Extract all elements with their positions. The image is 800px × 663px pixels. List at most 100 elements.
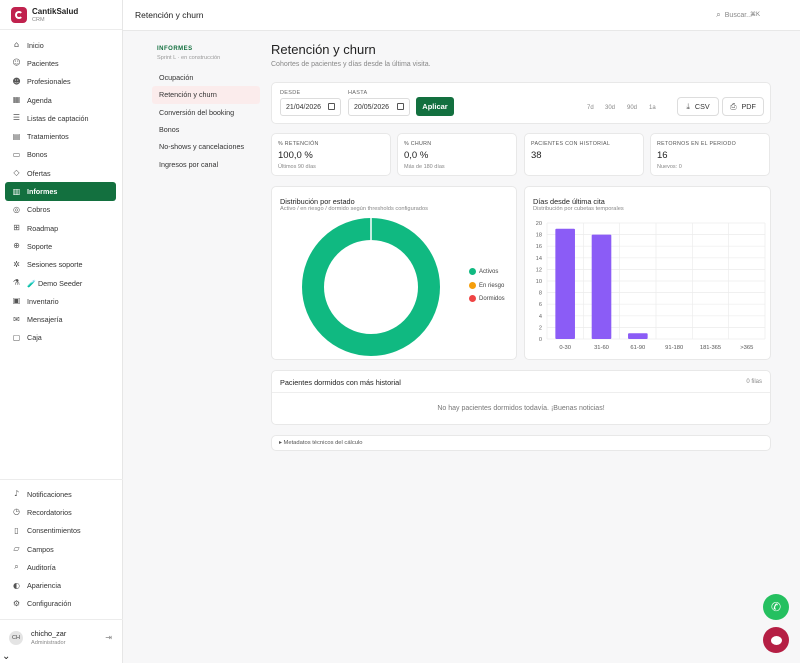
sidebar-item-tratamientos[interactable]: ▤ Tratamientos (5, 127, 116, 145)
legend-label: Activos (479, 268, 499, 275)
range-7d-button[interactable]: 7d (587, 105, 594, 111)
row-count: 0 filas (746, 379, 762, 385)
brand-sub: CRM (32, 16, 45, 23)
sidebar-item-consentimientos[interactable]: ▯ Consentimientos (5, 522, 116, 540)
page-subtitle: Cohortes de pacientes y días desde la úl… (271, 61, 431, 68)
clipboard-icon: ▤ (12, 131, 21, 141)
sidebar-item-label: Soporte (27, 241, 53, 251)
sidebar-item-label: Listas de captación (27, 113, 89, 123)
range-1a-button[interactable]: 1a (649, 105, 656, 111)
divider (272, 392, 770, 393)
from-date-input[interactable]: 21/04/2026 (280, 98, 341, 116)
sidebar-item-listas[interactable]: ☰ Listas de captación (5, 109, 116, 127)
subnav-item-conversion[interactable]: Conversión del booking (159, 107, 235, 117)
sidebar-item-label: Inicio (27, 40, 44, 50)
subnav-item-retencion[interactable]: Retención y churn (152, 86, 260, 104)
sidebar-item-label: Auditoría (27, 562, 56, 572)
from-date-value: 21/04/2026 (286, 103, 322, 111)
bar-chart: 0 2 4 6 8 10 12 14 16 18 20 0-30 31-60 61-90 91-180 181… (536, 221, 766, 351)
sidebar-item-soporte[interactable]: ⊕ Soporte (5, 237, 116, 255)
legend-label: Dormidos (479, 295, 505, 302)
export-pdf-button[interactable]: ⎙ PDF (722, 97, 764, 116)
chat-button[interactable] (763, 627, 789, 653)
kpi-value: 38 (531, 150, 542, 161)
sidebar-item-mensajeria[interactable]: ✉ Mensajería (5, 310, 116, 328)
chart-subtitle: Distribución por cubetas temporales (533, 206, 624, 212)
secondary-nav: ♪ Notificaciones ◷ Recordatorios ▯ Consenti… (5, 485, 116, 613)
main-nav: ⌂ Inicio ☺ Pacientes ☻ Profesionales ▦ Agend… (5, 36, 116, 347)
search-icon: ⌕ (716, 10, 721, 19)
avatar: CH (9, 630, 23, 645)
y-tick-label: 8 (539, 291, 542, 297)
home-icon: ⌂ (13, 40, 20, 50)
to-label: HASTA (348, 90, 368, 96)
range-30d-button[interactable]: 30d (605, 105, 616, 111)
form-fields-icon: ▱ (13, 544, 20, 554)
brand[interactable]: CantikSalud CRM (0, 0, 122, 30)
y-tick-label: 20 (536, 221, 542, 227)
sidebar-item-notificaciones[interactable]: ♪ Notificaciones (5, 485, 116, 503)
sidebar-item-inventario[interactable]: ▣ Inventario (5, 292, 116, 310)
export-csv-button[interactable]: ⤓ CSV (677, 97, 719, 116)
user-menu[interactable]: CH chicho_zar Administrador ⇥ (0, 624, 123, 651)
range-90d-button[interactable]: 90d (627, 105, 638, 111)
sidebar-item-apariencia[interactable]: ◐ Apariencia (5, 576, 116, 594)
sidebar-item-ofertas[interactable]: ◇ Ofertas (5, 164, 116, 182)
sidebar-item-cobros[interactable]: ◎ Cobros (5, 201, 116, 219)
subnav-item-bonos[interactable]: Bonos (159, 125, 180, 135)
download-icon: ⤓ (686, 101, 690, 111)
subnav-item-ingresos[interactable]: Ingresos por canal (159, 159, 219, 169)
logout-icon[interactable]: ⇥ (105, 633, 112, 642)
document-icon: ▯ (14, 525, 19, 535)
x-tick-label: 91-180 (665, 345, 683, 351)
sidebar-item-profesionales[interactable]: ☻ Profesionales (5, 73, 116, 91)
subnav-heading: INFORMES (157, 46, 193, 52)
empty-state: No hay pacientes dormidos todavía. ¡Buen… (437, 405, 605, 412)
user-name: chicho_zar (31, 629, 67, 638)
sidebar-item-agenda[interactable]: ▦ Agenda (5, 91, 116, 109)
to-date-value: 20/05/2026 (354, 103, 390, 111)
search-input[interactable]: ⌕ Buscar... (716, 10, 752, 20)
message-icon: ✉ (13, 314, 20, 324)
whatsapp-button[interactable]: ✆ (763, 594, 789, 620)
y-tick-label: 2 (539, 325, 542, 331)
sidebar-item-caja[interactable]: ▢ Caja (5, 329, 116, 347)
chart-title: Distribución por estado (280, 197, 355, 206)
to-date-input[interactable]: 20/05/2026 (348, 98, 410, 116)
sidebar-item-roadmap[interactable]: ⊞ Roadmap (5, 219, 116, 237)
legend-item-activos: Activos (469, 268, 498, 275)
sidebar-item-label: Sesiones soporte (27, 260, 83, 270)
legend-item-dormidos: Dormidos (469, 295, 505, 302)
sidebar-item-label: Consentimientos (27, 526, 81, 536)
divider (0, 479, 123, 480)
sidebar-item-label: Caja (27, 333, 42, 343)
flask-icon: ⚗ (12, 278, 21, 287)
sidebar-item-auditoria[interactable]: ⌕ Auditoría (5, 558, 116, 576)
bar-61-90 (628, 333, 648, 339)
sidebar-item-campos[interactable]: ▱ Campos (5, 540, 116, 558)
apply-button[interactable]: Aplicar (416, 97, 454, 116)
chevron-down-icon: ⌄ (2, 651, 11, 662)
legend-swatch (469, 282, 476, 289)
legend-swatch (469, 295, 476, 302)
metadata-toggle[interactable]: ▸ Metadatos técnicos del cálculo (271, 435, 771, 451)
sidebar-item-demo-seeder[interactable]: ⚗ 🧪 Demo Seeder (5, 274, 116, 292)
subnav-item-noshows[interactable]: No-shows y cancelaciones (159, 142, 245, 152)
search-shortcut: ⌘K (749, 12, 760, 18)
page-title: Retención y churn (271, 42, 376, 57)
sidebar-item-inicio[interactable]: ⌂ Inicio (5, 36, 116, 54)
sidebar-item-configuracion[interactable]: ⚙ Configuración (5, 595, 116, 613)
bell-icon: ♪ (13, 489, 20, 499)
y-tick-label: 6 (539, 302, 542, 308)
sidebar-item-bonos[interactable]: ▭ Bonos (5, 146, 116, 164)
sidebar-item-sesiones-soporte[interactable]: ✲ Sesiones soporte (5, 256, 116, 274)
y-tick-label: 18 (536, 233, 542, 239)
sidebar-item-pacientes[interactable]: ☺ Pacientes (5, 54, 116, 72)
sidebar-item-informes[interactable]: ▥ Informes (5, 182, 116, 201)
from-label: DESDE (280, 90, 301, 96)
y-tick-label: 16 (536, 244, 542, 250)
sidebar-item-recordatorios[interactable]: ◷ Recordatorios (5, 503, 116, 521)
subnav-item-ocupacion[interactable]: Ocupación (159, 73, 194, 83)
table-title: Pacientes dormidos con más historial (280, 378, 401, 387)
printer-icon: ⎙ (730, 101, 737, 111)
